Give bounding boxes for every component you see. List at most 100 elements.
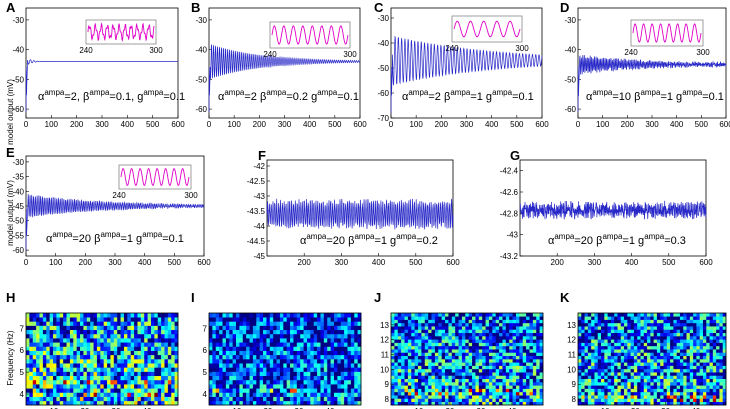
heatmap-cell bbox=[313, 392, 318, 397]
heatmap-cell bbox=[401, 359, 405, 363]
heatmap-cell bbox=[215, 329, 220, 335]
heatmap-cell bbox=[670, 401, 674, 406]
heatmap-cell bbox=[140, 346, 145, 351]
heatmap-cell bbox=[660, 336, 664, 340]
heatmap-cell bbox=[499, 395, 503, 399]
heatmap-cell bbox=[83, 333, 88, 339]
heatmap-cell bbox=[601, 326, 605, 330]
heatmap-cell bbox=[431, 352, 436, 357]
heatmap-cell bbox=[679, 378, 684, 383]
heatmap-cell bbox=[499, 345, 503, 350]
heatmap-cell bbox=[526, 365, 530, 370]
heatmap-cell bbox=[643, 362, 648, 366]
heatmap-cell bbox=[164, 354, 169, 360]
heatmap-cell bbox=[526, 322, 530, 327]
heatmap-cell bbox=[709, 372, 714, 376]
heatmap-cell bbox=[73, 317, 77, 322]
heatmap-cell bbox=[706, 398, 710, 403]
heatmap-cell bbox=[80, 317, 84, 322]
heatmap-cell bbox=[696, 395, 700, 399]
heatmap-cell bbox=[594, 342, 599, 347]
heatmap-cell bbox=[610, 352, 615, 357]
heatmap-cell bbox=[584, 313, 589, 317]
heatmap-cell bbox=[219, 388, 223, 393]
heatmap-cell bbox=[647, 319, 651, 324]
heatmap-cell bbox=[212, 342, 217, 347]
heatmap-cell bbox=[424, 329, 429, 334]
heatmap-cell bbox=[709, 365, 714, 370]
heatmap-cell bbox=[702, 375, 707, 380]
heatmap-cell bbox=[722, 345, 727, 350]
heatmap-cell bbox=[157, 384, 162, 389]
heatmap-cell bbox=[686, 336, 691, 340]
heatmap-cell bbox=[660, 316, 664, 320]
heatmap-cell bbox=[461, 368, 466, 373]
heatmap-cell bbox=[451, 398, 456, 403]
heatmap-cell bbox=[239, 317, 244, 322]
heatmap-cell bbox=[614, 342, 618, 347]
heatmap-cell bbox=[455, 329, 459, 334]
heatmap-cell bbox=[279, 321, 284, 326]
heatmap-cell bbox=[640, 382, 645, 386]
heatmap-cell bbox=[171, 321, 175, 326]
heatmap-cell bbox=[512, 349, 517, 353]
heatmap-cell bbox=[472, 345, 476, 350]
heatmap-cell bbox=[716, 359, 720, 363]
heatmap-cell bbox=[407, 391, 412, 396]
heatmap-cell bbox=[273, 359, 277, 364]
heatmap-cell bbox=[164, 363, 169, 368]
heatmap-cell bbox=[539, 375, 544, 380]
heatmap-cell bbox=[418, 382, 422, 386]
heatmap-cell bbox=[127, 346, 132, 351]
heatmap-cell bbox=[478, 365, 483, 370]
heatmap-cell bbox=[699, 329, 704, 334]
heatmap-cell bbox=[80, 392, 84, 397]
heatmap-cell bbox=[327, 329, 331, 335]
heatmap-cell bbox=[66, 367, 71, 372]
heatmap-cell bbox=[215, 392, 220, 397]
heatmap-cell bbox=[424, 345, 429, 350]
heatmap-cell bbox=[83, 313, 88, 318]
heatmap-cell bbox=[468, 355, 473, 360]
heatmap-cell bbox=[269, 317, 274, 322]
heatmap-cell bbox=[266, 346, 271, 351]
heatmap-cell bbox=[222, 379, 227, 385]
heatmap-cell bbox=[225, 342, 230, 347]
heatmap-cell bbox=[150, 400, 155, 406]
heatmap-cell bbox=[584, 368, 589, 373]
heatmap-cell bbox=[407, 319, 412, 324]
heatmap-cell bbox=[239, 392, 244, 397]
heatmap-cell bbox=[344, 375, 348, 381]
heatmap-cell bbox=[293, 379, 298, 385]
heatmap-cell bbox=[607, 375, 612, 380]
heatmap-cell bbox=[222, 333, 227, 339]
heatmap-cell bbox=[130, 371, 135, 377]
heatmap-cell bbox=[236, 338, 240, 343]
heatmap-cell bbox=[706, 359, 710, 363]
heatmap-cell bbox=[391, 401, 395, 406]
heatmap-cell bbox=[594, 362, 599, 366]
heatmap-cell bbox=[581, 395, 585, 399]
heatmap-cell bbox=[465, 352, 469, 357]
heatmap-cell bbox=[276, 338, 281, 343]
heatmap-cell bbox=[461, 378, 466, 383]
heatmap-cell bbox=[320, 371, 325, 377]
heatmap-cell bbox=[458, 336, 463, 340]
heatmap-cell bbox=[26, 354, 30, 360]
heatmap-cell bbox=[587, 401, 592, 406]
heatmap-cell bbox=[350, 396, 355, 402]
heatmap-cell bbox=[475, 313, 480, 317]
heatmap-cell bbox=[492, 339, 497, 343]
heatmap-cell bbox=[597, 365, 602, 370]
heatmap-cell bbox=[293, 313, 298, 318]
heatmap-cell bbox=[397, 313, 402, 317]
heatmap-cell bbox=[394, 345, 399, 350]
heatmap-cell bbox=[424, 313, 429, 317]
heatmap-cell bbox=[594, 332, 599, 337]
heatmap-cell bbox=[604, 319, 608, 324]
heatmap-cell bbox=[225, 379, 230, 385]
heatmap-cell bbox=[594, 359, 599, 363]
heatmap-cell bbox=[69, 392, 74, 397]
heatmap-cell bbox=[693, 391, 697, 396]
heatmap-cell bbox=[167, 363, 172, 368]
